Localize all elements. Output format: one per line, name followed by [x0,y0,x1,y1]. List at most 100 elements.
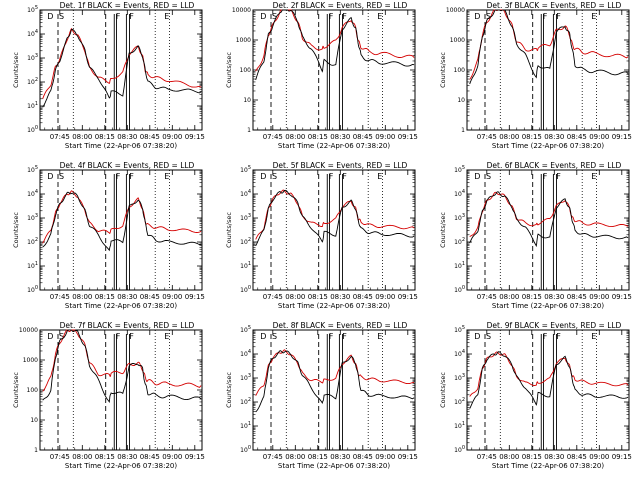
y-tick-label: 103 [454,373,465,382]
event-marker-D: D [260,172,266,181]
x-tick-label: 07:45 [50,293,70,301]
y-tick-label: 101 [240,421,251,430]
series-lld-line [255,9,415,72]
plot-title: Det. 8f BLACK = Events, RED = LLD [273,321,408,330]
x-tick-label: 09:00 [162,133,182,141]
event-marker-S: S [272,332,277,341]
y-tick-label: 100 [27,387,39,394]
y-tick-label: 1000 [236,37,251,44]
event-marker-D: D [47,12,53,21]
plot-title: Det. 7f BLACK = Events, RED = LLD [60,321,195,330]
y-tick-label: 1000 [450,37,465,44]
x-axis-label: Start Time (22-Apr-06 07:38:20) [278,142,390,150]
y-tick-label: 104 [240,349,251,358]
x-tick-label: 08:45 [353,133,373,141]
y-tick-label: 100 [454,285,465,294]
y-tick-label: 100 [240,285,251,294]
y-tick-label: 105 [240,325,251,334]
y-tick-label: 101 [27,261,38,270]
x-tick-label: 09:15 [398,293,418,301]
x-axis-label: Start Time (22-Apr-06 07:38:20) [278,302,390,310]
plot-frame [39,9,203,131]
x-tick-label: 08:45 [140,453,160,461]
plot-frame [252,169,416,291]
x-tick-label: 09:00 [589,453,609,461]
x-tick-label: 09:00 [375,133,395,141]
y-tick-label: 1 [461,127,465,134]
x-tick-label: 08:00 [499,293,519,301]
x-tick-label: 08:15 [308,133,328,141]
x-tick-label: 09:15 [612,293,632,301]
x-tick-label: 09:00 [375,453,395,461]
event-marker-F: F [556,12,561,21]
event-marker-F: F [116,332,121,341]
series-events-line [469,191,629,248]
event-marker-E: E [591,172,596,181]
event-marker-F: F [543,12,548,21]
x-tick-label: 07:45 [263,453,283,461]
y-tick-label: 101 [454,261,465,270]
x-tick-label: 08:15 [95,453,115,461]
y-tick-label: 100 [240,445,251,454]
x-tick-label: 08:30 [117,453,137,461]
plot-title: Det. 4f BLACK = Events, RED = LLD [60,161,195,170]
event-marker-S: S [486,12,491,21]
x-tick-label: 08:00 [499,453,519,461]
x-tick-label: 08:00 [72,453,92,461]
x-tick-label: 08:45 [567,293,587,301]
x-tick-label: 07:45 [477,293,497,301]
x-tick-label: 09:15 [185,133,205,141]
event-marker-S: S [272,172,277,181]
x-tick-label: 08:30 [117,133,137,141]
y-axis-label: Counts/sec [12,52,20,88]
x-tick-label: 07:45 [50,133,70,141]
x-tick-label: 08:00 [285,293,305,301]
x-tick-label: 08:00 [285,453,305,461]
x-tick-label: 08:00 [72,293,92,301]
x-axis-label: Start Time (22-Apr-06 07:38:20) [492,462,604,470]
x-tick-label: 09:15 [612,453,632,461]
plot-title: Det. 9f BLACK = Events, RED = LLD [487,321,622,330]
y-axis-label: Counts/sec [439,372,447,408]
plot-title: Det. 2f BLACK = Events, RED = LLD [273,1,408,10]
y-tick-label: 104 [27,189,38,198]
x-tick-label: 08:45 [353,293,373,301]
event-marker-F: F [129,12,134,21]
y-tick-label: 101 [240,261,251,270]
y-tick-label: 105 [454,325,465,334]
plot-frame [466,329,630,451]
event-marker-E: E [164,172,169,181]
y-tick-label: 103 [240,213,251,222]
x-tick-label: 08:30 [330,293,350,301]
x-tick-label: 08:30 [544,453,564,461]
detector-plot-6: Det. 6f BLACK = Events, RED = LLD D S F F E 10… [439,161,632,310]
x-tick-label: 07:45 [477,453,497,461]
event-marker-F: F [556,172,561,181]
series-events-line [42,29,202,108]
y-tick-label: 102 [454,237,465,246]
x-tick-label: 09:00 [589,133,609,141]
event-marker-E: E [164,332,169,341]
y-tick-label: 10000 [446,7,465,14]
event-marker-F: F [342,12,347,21]
y-tick-label: 10 [457,97,465,104]
event-marker-S: S [59,172,64,181]
x-axis-label: Start Time (22-Apr-06 07:38:20) [492,302,604,310]
x-tick-label: 09:15 [398,453,418,461]
detector-plot-5: Det. 5f BLACK = Events, RED = LLD D S F F E 10… [225,161,418,310]
event-marker-E: E [591,12,596,21]
x-tick-label: 08:45 [353,453,373,461]
x-tick-label: 08:15 [522,293,542,301]
series-events-line [255,350,415,413]
y-tick-label: 100 [240,67,252,74]
x-tick-label: 08:30 [544,293,564,301]
x-tick-label: 09:15 [398,133,418,141]
x-tick-label: 09:00 [162,293,182,301]
event-marker-E: E [591,332,596,341]
x-tick-label: 08:15 [95,133,115,141]
event-marker-F: F [342,332,347,341]
x-axis-label: Start Time (22-Apr-06 07:38:20) [65,302,177,310]
event-marker-F: F [543,172,548,181]
x-tick-label: 08:15 [308,453,328,461]
x-tick-label: 08:00 [285,133,305,141]
